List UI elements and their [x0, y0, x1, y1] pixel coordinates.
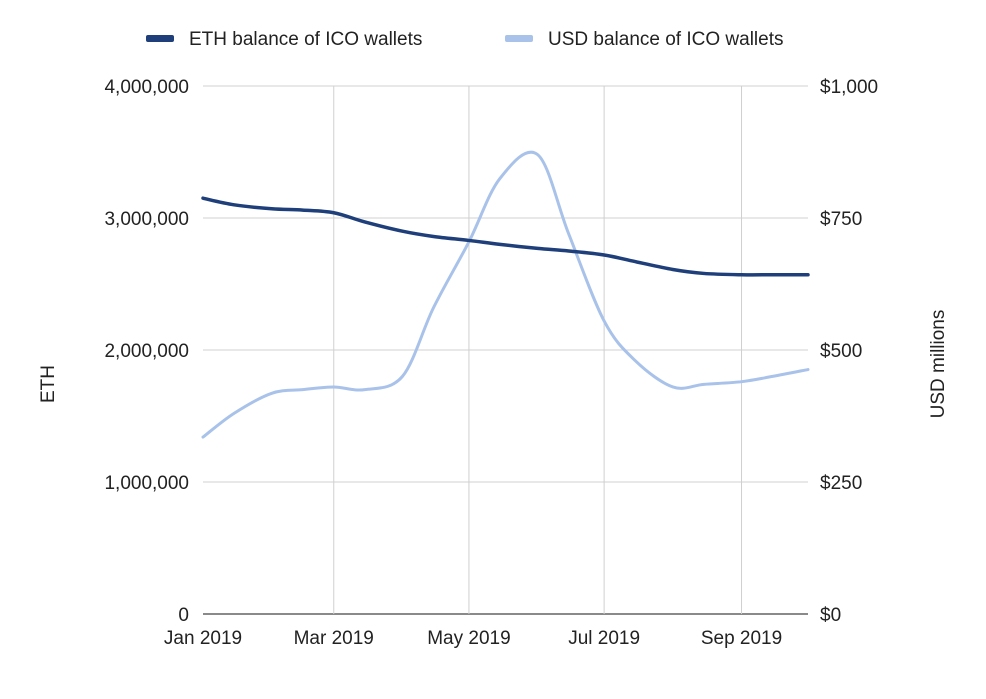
- legend-item-eth-label: ETH balance of ICO wallets: [189, 29, 422, 50]
- axes: 0 $0 1,000,000 $250 2,000,000 $500 3,000,000 $7…: [38, 77, 949, 649]
- y-right-tick-label: $500: [820, 341, 862, 362]
- x-tick-label: Sep 2019: [701, 628, 782, 649]
- legend: ETH balance of ICO wallets USD balance of…: [146, 29, 784, 50]
- x-tick-label: Mar 2019: [294, 628, 374, 649]
- y-left-axis-title: ETH: [38, 365, 59, 403]
- legend-item-usd-label: USD balance of ICO wallets: [548, 29, 784, 50]
- x-tick-label: Jul 2019: [568, 628, 640, 649]
- y-left-tick-label: 0: [178, 605, 189, 626]
- y-right-tick-label: $750: [820, 209, 862, 230]
- y-left-tick-label: 4,000,000: [104, 77, 189, 98]
- x-tick-label: Jan 2019: [164, 628, 242, 649]
- y-right-tick-label: $250: [820, 473, 862, 494]
- y-left-tick-label: 2,000,000: [104, 341, 189, 362]
- series-layer: [201, 150, 810, 439]
- x-tick-label: May 2019: [427, 628, 510, 649]
- y-left-tick-label: 3,000,000: [104, 209, 189, 230]
- legend-item-eth-swatch: [146, 35, 174, 42]
- grid-lines: [203, 85, 808, 615]
- y-right-tick-label: $0: [820, 605, 841, 626]
- y-left-tick-label: 1,000,000: [104, 473, 189, 494]
- y-right-tick-label: $1,000: [820, 77, 878, 98]
- eth-balance-line: [201, 196, 810, 277]
- legend-item-usd-swatch: [505, 35, 533, 42]
- y-right-axis-title: USD millions: [928, 310, 949, 419]
- usd-balance-line: [201, 150, 810, 439]
